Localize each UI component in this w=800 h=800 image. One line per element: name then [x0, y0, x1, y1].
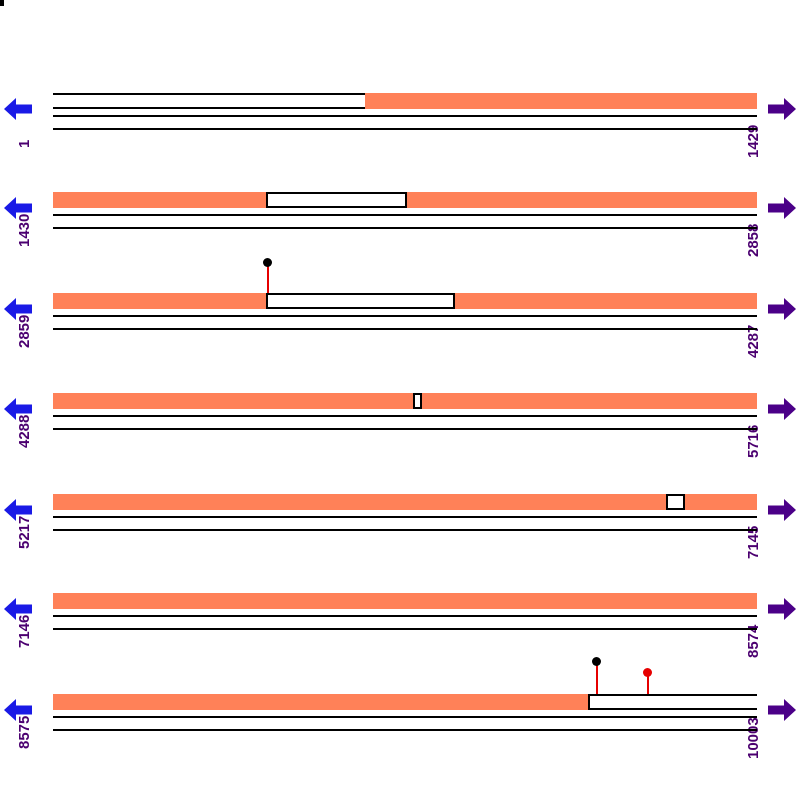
- coord-start-label: 5217: [16, 515, 33, 549]
- arrow-left-icon[interactable]: [2, 396, 34, 422]
- coverage-segment[interactable]: [53, 192, 268, 208]
- marker-head[interactable]: [263, 258, 273, 267]
- marker-stem: [646, 675, 649, 694]
- frame-rule-2: [53, 529, 757, 531]
- frame-rule-2: [53, 729, 757, 731]
- frame-rule-1: [53, 615, 757, 617]
- frame-rule-1: [53, 115, 757, 117]
- arrow-right-icon[interactable]: [766, 596, 798, 622]
- coverage-segment[interactable]: [53, 293, 268, 309]
- coord-start-label: 1430: [16, 213, 33, 247]
- arrow-left-icon[interactable]: [2, 596, 34, 622]
- frame-rule-1: [53, 315, 757, 317]
- coord-end-label: 10003: [745, 717, 762, 759]
- frame-rule-1: [53, 716, 757, 718]
- coverage-segment[interactable]: [53, 694, 589, 710]
- gap-edge: [682, 494, 685, 510]
- arrow-right-icon[interactable]: [766, 697, 798, 723]
- arrow-left-icon[interactable]: [2, 195, 34, 221]
- coord-start-label: 1: [16, 139, 33, 148]
- frame-rule-2: [53, 227, 757, 229]
- gap-edge: [266, 192, 269, 208]
- gap-edge: [453, 293, 456, 309]
- coverage-segment[interactable]: [53, 494, 667, 510]
- coverage-segment[interactable]: [364, 93, 757, 109]
- coord-start-label: 7146: [16, 614, 33, 648]
- frame-rule-2: [53, 628, 757, 630]
- arrow-right-icon[interactable]: [766, 296, 798, 322]
- coverage-segment[interactable]: [53, 393, 415, 409]
- marker-head[interactable]: [642, 668, 652, 677]
- arrow-left-icon[interactable]: [2, 296, 34, 322]
- frame-rule-2: [53, 128, 757, 130]
- coverage-segment[interactable]: [53, 593, 757, 609]
- arrow-right-icon[interactable]: [766, 96, 798, 122]
- coverage-segment[interactable]: [683, 494, 757, 510]
- gap-edge: [420, 393, 423, 409]
- gap-edge: [587, 694, 590, 710]
- gap-edge: [413, 393, 416, 409]
- arrow-right-icon[interactable]: [766, 396, 798, 422]
- arrow-right-icon[interactable]: [766, 195, 798, 221]
- coverage-segment[interactable]: [421, 393, 757, 409]
- coord-start-label: 2859: [16, 314, 33, 348]
- arrow-left-icon[interactable]: [2, 697, 34, 723]
- marker-stem: [596, 664, 599, 694]
- arrow-left-icon[interactable]: [2, 96, 34, 122]
- coverage-segment[interactable]: [454, 293, 757, 309]
- frame-rule-1: [53, 214, 757, 216]
- corner-artifact: [0, 0, 4, 6]
- frame-rule-1: [53, 516, 757, 518]
- marker-head[interactable]: [592, 657, 602, 666]
- coverage-segment[interactable]: [406, 192, 757, 208]
- marker-stem: [267, 265, 270, 293]
- frame-rule-2: [53, 328, 757, 330]
- frame-rule-2: [53, 428, 757, 430]
- coord-start-label: 8575: [16, 715, 33, 749]
- gap-edge: [266, 293, 269, 309]
- arrow-right-icon[interactable]: [766, 497, 798, 523]
- gap-edge: [665, 494, 668, 510]
- frame-rule-1: [53, 415, 757, 417]
- gap-edge: [405, 192, 408, 208]
- coord-start-label: 4288: [16, 414, 33, 448]
- arrow-left-icon[interactable]: [2, 497, 34, 523]
